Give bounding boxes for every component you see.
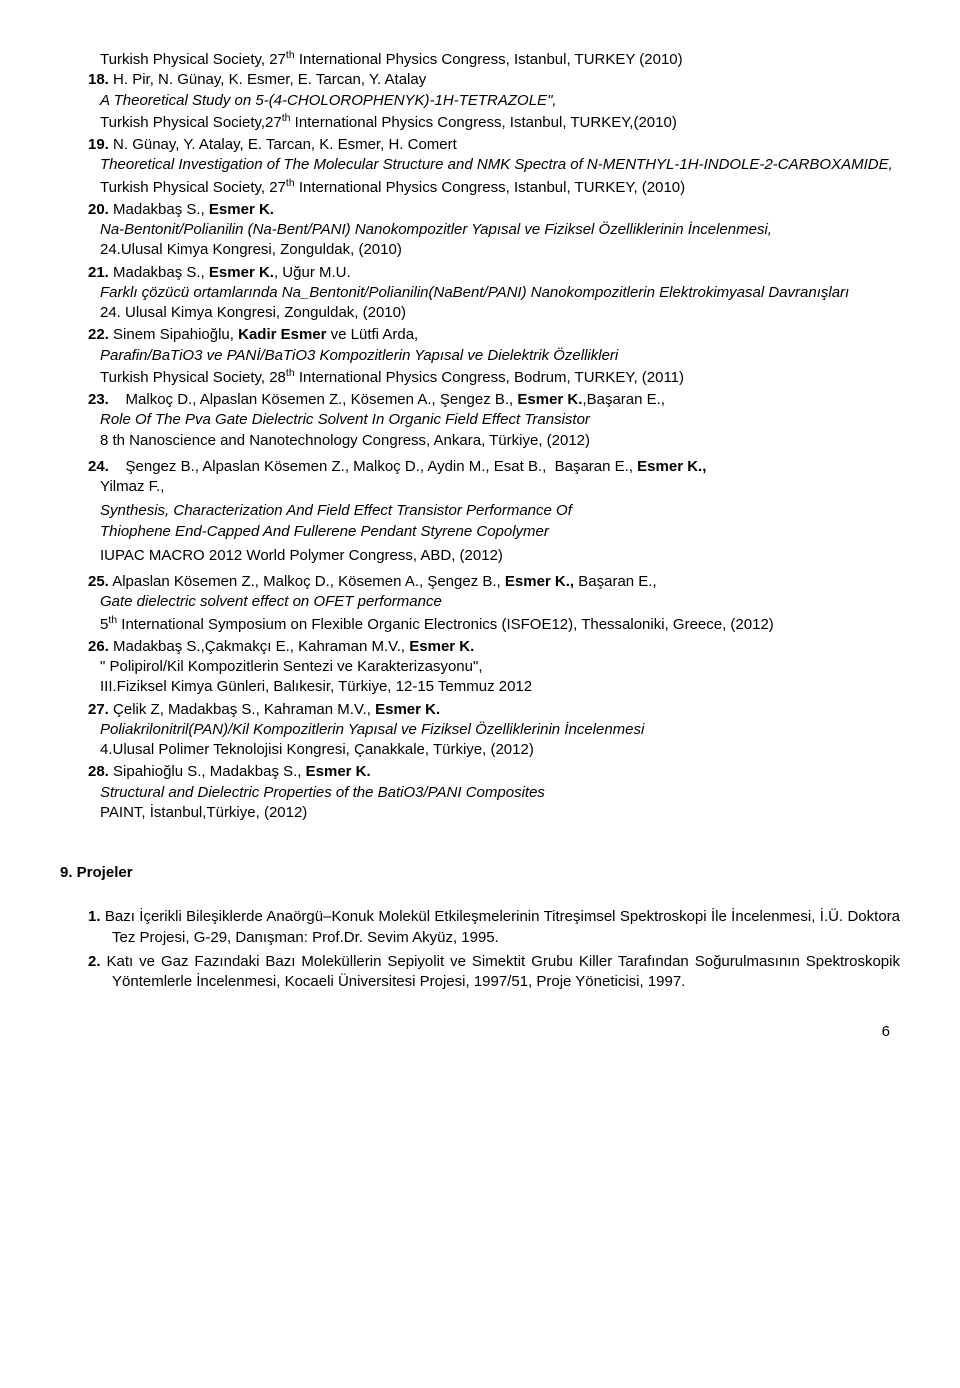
entry-23: 23. Malkoç D., Alpaslan Kösemen Z., Köse… — [60, 390, 900, 451]
sup: th — [286, 177, 295, 189]
venue: Turkish Physical Society,27th Internatio… — [60, 111, 900, 133]
authors: Çelik Z, Madakbaş S., Kahraman M.V., — [109, 701, 375, 718]
text: International Physics Congress, Istanbul… — [291, 114, 677, 131]
entry-24: 24. Şengez B., Alpaslan Kösemen Z., Malk… — [60, 457, 900, 566]
authors: , Uğur M.U. — [274, 264, 351, 281]
project-number: 2. — [88, 953, 101, 970]
text: International Physics Congress, Bodrum, … — [295, 369, 684, 386]
authors: Sipahioğlu S., Madakbaş S., — [109, 763, 306, 780]
project-text: Katı ve Gaz Fazındaki Bazı Moleküllerin … — [101, 953, 900, 990]
entry-22: 22. Sinem Sipahioğlu, Kadir Esmer ve Lüt… — [60, 325, 900, 388]
entry-19: 19. N. Günay, Y. Atalay, E. Tarcan, K. E… — [60, 135, 900, 198]
authors-bold: Esmer K., — [505, 573, 574, 590]
entry-number: 25. — [88, 573, 109, 590]
title: Na-Bentonit/Polianilin (Na-Bent/PANI) Na… — [60, 220, 900, 240]
text: Turkish Physical Society, 28 — [100, 369, 286, 386]
title: Poliakrilonitril(PAN)/Kil Kompozitlerin … — [60, 720, 900, 740]
text: International Symposium on Flexible Orga… — [117, 616, 774, 633]
authors-bold: Esmer K. — [375, 701, 440, 718]
authors-bold: Esmer K. — [209, 264, 274, 281]
authors-bold: Esmer K. — [306, 763, 371, 780]
authors-bold: Kadir Esmer — [238, 326, 326, 343]
project-number: 1. — [88, 908, 101, 925]
entry-number: 18. — [88, 71, 109, 88]
venue: 5th International Symposium on Flexible … — [60, 613, 900, 635]
text: Turkish Physical Society, 27 — [100, 179, 286, 196]
sup: th — [108, 614, 117, 626]
title: Theoretical Investigation of The Molecul… — [60, 155, 900, 175]
title: Parafin/BaTiO3 ve PANİ/BaTiO3 Kompozitle… — [60, 346, 900, 366]
title: Farklı çözücü ortamlarında Na_Bentonit/P… — [60, 283, 900, 303]
entry-number: 20. — [88, 201, 109, 218]
entry-number: 24. — [88, 458, 109, 475]
text: International Physics Congress, Istanbul… — [295, 51, 683, 68]
authors: Yilmaz F., — [60, 477, 900, 497]
authors-bold: Esmer K. — [409, 638, 474, 655]
entry-21: 21. Madakbaş S., Esmer K., Uğur M.U. Far… — [60, 263, 900, 324]
entry-26: 26. Madakbaş S.,Çakmakçı E., Kahraman M.… — [60, 637, 900, 698]
entry-number: 26. — [88, 638, 109, 655]
venue: III.Fiziksel Kimya Günleri, Balıkesir, T… — [60, 677, 900, 697]
entry-20: 20. Madakbaş S., Esmer K. Na-Bentonit/Po… — [60, 200, 900, 261]
authors-bold: Esmer K., — [637, 458, 706, 475]
text: International Physics Congress, Istanbul… — [295, 179, 685, 196]
continuation-line: Turkish Physical Society, 27th Internati… — [60, 48, 900, 70]
venue: Turkish Physical Society, 28th Internati… — [60, 366, 900, 388]
title: Synthesis, Characterization And Field Ef… — [60, 501, 900, 521]
title: Thiophene End-Capped And Fullerene Penda… — [60, 522, 900, 542]
authors: Madakbaş S., — [109, 264, 209, 281]
venue: 24.Ulusal Kimya Kongresi, Zonguldak, (20… — [60, 240, 900, 260]
entry-18: 18. H. Pir, N. Günay, K. Esmer, E. Tarca… — [60, 70, 900, 133]
entry-number: 19. — [88, 136, 109, 153]
title: " Polipirol/Kil Kompozitlerin Sentezi ve… — [60, 657, 900, 677]
venue: PAINT, İstanbul,Türkiye, (2012) — [60, 803, 900, 823]
venue: Turkish Physical Society, 27th Internati… — [60, 176, 900, 198]
authors: ,Başaran E., — [582, 391, 665, 408]
entry-number: 28. — [88, 763, 109, 780]
text: Turkish Physical Society,27 — [100, 114, 282, 131]
authors: Alpaslan Kösemen Z., Malkoç D., Kösemen … — [109, 573, 505, 590]
title: Structural and Dielectric Properties of … — [60, 783, 900, 803]
entry-number: 22. — [88, 326, 109, 343]
project-2: 2. Katı ve Gaz Fazındaki Bazı Moleküller… — [60, 952, 900, 993]
text: Turkish Physical Society, 27 — [100, 51, 286, 68]
venue: IUPAC MACRO 2012 World Polymer Congress,… — [60, 546, 900, 566]
authors: Başaran E., — [574, 573, 657, 590]
title: Role Of The Pva Gate Dielectric Solvent … — [60, 410, 900, 430]
entry-number: 27. — [88, 701, 109, 718]
entry-28: 28. Sipahioğlu S., Madakbaş S., Esmer K.… — [60, 762, 900, 823]
entry-25: 25. Alpaslan Kösemen Z., Malkoç D., Köse… — [60, 572, 900, 635]
page-number: 6 — [60, 1022, 900, 1042]
authors: Madakbaş S., — [109, 201, 209, 218]
venue: 24. Ulusal Kimya Kongresi, Zonguldak, (2… — [60, 303, 900, 323]
authors: N. Günay, Y. Atalay, E. Tarcan, K. Esmer… — [109, 136, 457, 153]
sup: th — [286, 49, 295, 61]
authors-bold: Esmer K. — [517, 391, 582, 408]
venue: 4.Ulusal Polimer Teknolojisi Kongresi, Ç… — [60, 740, 900, 760]
section-heading: 9. Projeler — [60, 863, 900, 883]
authors: Malkoç D., Alpaslan Kösemen Z., Kösemen … — [109, 391, 518, 408]
venue: 8 th Nanoscience and Nanotechnology Cong… — [60, 431, 900, 451]
entry-number: 23. — [88, 391, 109, 408]
project-text: Bazı İçerikli Bileşiklerde Anaörgü–Konuk… — [101, 908, 900, 945]
title: A Theoretical Study on 5-(4-CHOLOROPHENY… — [60, 91, 900, 111]
sup: th — [282, 112, 291, 124]
sup: th — [286, 367, 295, 379]
authors-bold: Esmer K. — [209, 201, 274, 218]
authors: ve Lütfi Arda, — [326, 326, 418, 343]
authors: H. Pir, N. Günay, K. Esmer, E. Tarcan, Y… — [109, 71, 426, 88]
authors: Şengez B., Alpaslan Kösemen Z., Malkoç D… — [109, 458, 637, 475]
authors: Sinem Sipahioğlu, — [109, 326, 238, 343]
document-body: Turkish Physical Society, 27th Internati… — [60, 48, 900, 1043]
project-1: 1. Bazı İçerikli Bileşiklerde Anaörgü–Ko… — [60, 907, 900, 948]
entry-number: 21. — [88, 264, 109, 281]
authors: Madakbaş S.,Çakmakçı E., Kahraman M.V., — [109, 638, 409, 655]
entry-27: 27. Çelik Z, Madakbaş S., Kahraman M.V.,… — [60, 700, 900, 761]
title: Gate dielectric solvent effect on OFET p… — [60, 592, 900, 612]
